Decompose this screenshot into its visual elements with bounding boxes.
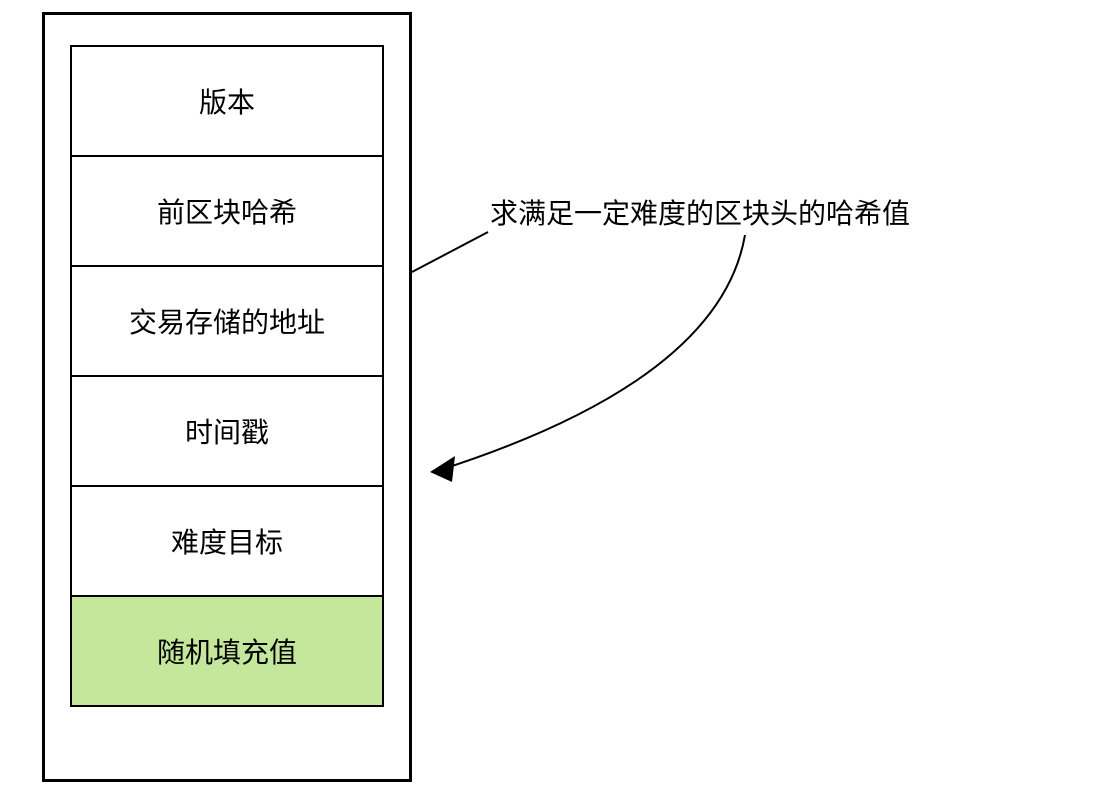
field-timestamp: 时间戳	[70, 375, 384, 487]
field-difficulty-label: 难度目标	[171, 521, 283, 561]
annotation-text: 求满足一定难度的区块头的哈希值	[490, 192, 910, 232]
field-tx-address-label: 交易存储的地址	[129, 301, 325, 341]
field-prev-hash: 前区块哈希	[70, 155, 384, 267]
field-version: 版本	[70, 45, 384, 157]
connector-line	[412, 232, 488, 272]
field-nonce: 随机填充值	[70, 595, 384, 707]
connector-arrowhead	[430, 456, 455, 482]
field-tx-address: 交易存储的地址	[70, 265, 384, 377]
field-difficulty: 难度目标	[70, 485, 384, 597]
block-header-container: 版本 前区块哈希 交易存储的地址 时间戳 难度目标 随机填充值	[42, 12, 412, 782]
connector-arrow-path	[440, 235, 745, 470]
field-timestamp-label: 时间戳	[185, 411, 269, 451]
field-version-label: 版本	[199, 81, 255, 121]
field-nonce-label: 随机填充值	[157, 631, 297, 671]
field-prev-hash-label: 前区块哈希	[157, 191, 297, 231]
